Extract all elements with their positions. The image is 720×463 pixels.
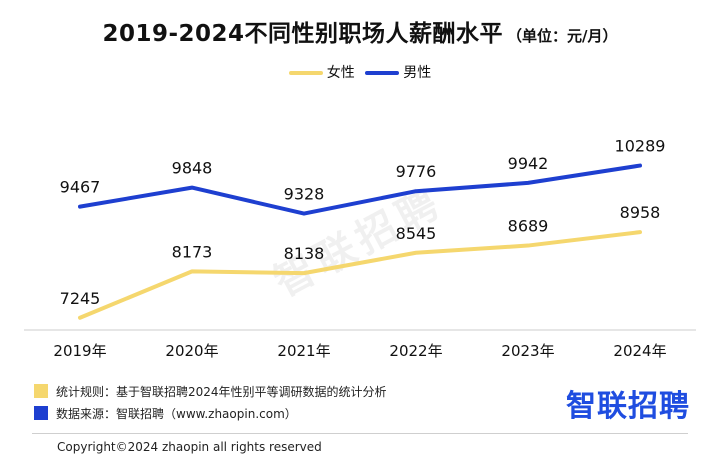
data-label-female: 8958: [620, 203, 661, 222]
chart-notes: 统计规则：基于智联招聘2024年性别平等调研数据的统计分析 数据来源：智联招聘（…: [34, 380, 387, 424]
data-label-female: 8173: [172, 242, 213, 261]
legend-swatch-female: [288, 71, 323, 75]
note-source: 数据来源：智联招聘（www.zhaopin.com）: [34, 402, 387, 424]
data-label-male: 9848: [172, 159, 213, 178]
note-rule-text: 统计规则：基于智联招聘2024年性别平等调研数据的统计分析: [56, 384, 387, 399]
data-label-female: 7245: [60, 289, 101, 308]
data-label-male: 9467: [60, 178, 101, 197]
data-label-male: 9328: [284, 185, 325, 204]
chart-legend: 女性 男性: [0, 62, 720, 82]
line-chart: 2019年 2020年 2021年 2022年 2023年 2024年 7245 8173 81…: [24, 137, 696, 360]
data-label-male: 9776: [396, 162, 437, 181]
x-tick-label: 2023年: [501, 342, 554, 360]
legend-swatch-male: [365, 71, 400, 75]
chart-unit: （单位：元/月）: [507, 27, 618, 45]
data-label-female: 8138: [284, 244, 325, 263]
x-tick-label: 2020年: [165, 342, 218, 360]
chart-title: 2019-2024不同性别职场人薪酬水平 （单位：元/月）: [0, 14, 720, 48]
brand-logo: 智联招聘: [566, 389, 690, 424]
note-rule-swatch: [34, 384, 48, 398]
x-tick-label: 2022年: [389, 342, 442, 360]
series-line-male: [78, 163, 642, 216]
data-label-male: 10289: [615, 137, 666, 156]
legend-label-female: 女性: [326, 65, 355, 81]
data-label-male: 9942: [508, 154, 549, 173]
chart-title-main: 2019-2024不同性别职场人薪酬水平: [102, 21, 504, 47]
x-tick-label: 2024年: [613, 342, 666, 360]
legend-label-male: 男性: [403, 65, 432, 81]
legend-item-female: 女性: [288, 62, 355, 82]
note-rule: 统计规则：基于智联招聘2024年性别平等调研数据的统计分析: [34, 380, 387, 402]
note-source-swatch: [34, 406, 48, 420]
x-tick-label: 2021年: [277, 342, 330, 360]
data-label-female: 8689: [508, 217, 549, 236]
legend-item-male: 男性: [365, 62, 431, 82]
series-line-female: [78, 230, 642, 320]
note-source-text: 数据来源：智联招聘（www.zhaopin.com）: [56, 406, 297, 421]
data-label-female: 8545: [396, 224, 437, 243]
x-tick-label: 2019年: [53, 342, 106, 360]
copyright: Copyright©2024 zhaopin all rights reserv…: [57, 440, 322, 454]
footer-divider: [32, 433, 688, 434]
